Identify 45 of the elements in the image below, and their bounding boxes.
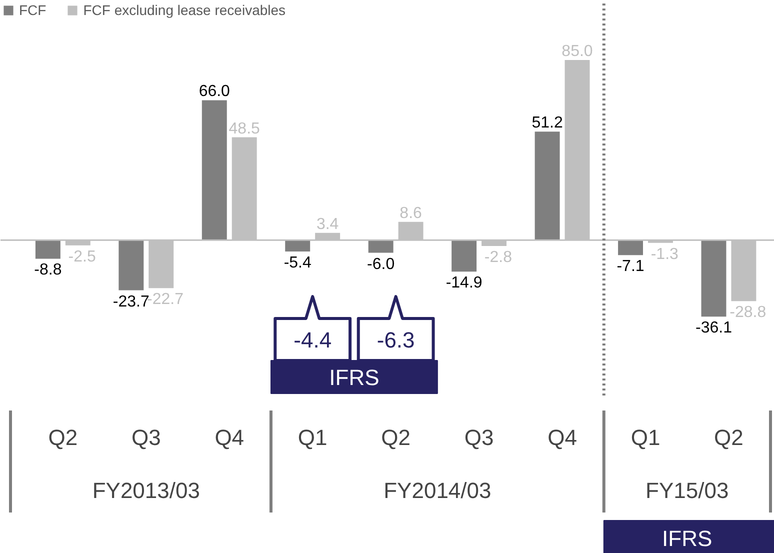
bar xyxy=(35,240,60,259)
text: IFRS xyxy=(329,365,380,390)
data-label: -2.8 xyxy=(484,249,512,266)
bar xyxy=(452,240,477,272)
x-tick-label: Q2 xyxy=(714,425,744,450)
legend-label: FCF excluding lease receivables xyxy=(83,2,286,18)
data-label: -7.1 xyxy=(616,258,644,276)
x-tick-label: Q2 xyxy=(48,425,78,450)
text: FY2014/03 xyxy=(384,478,492,503)
bar xyxy=(618,240,644,256)
bar xyxy=(118,240,144,290)
text: FY2013/03 xyxy=(92,478,200,503)
text: -6.3 xyxy=(376,328,415,352)
data-label: -8.8 xyxy=(34,262,62,279)
x-tick-label: Q3 xyxy=(131,425,161,450)
x-tick-label: Q2 xyxy=(381,425,411,450)
x-tick-label: Q1 xyxy=(630,425,660,450)
data-label: -28.8 xyxy=(730,304,766,322)
data-label: 51.2 xyxy=(532,114,563,132)
text: IFRS xyxy=(662,526,712,551)
text: -4.4 xyxy=(294,328,332,352)
x-tick-label: Q1 xyxy=(298,425,328,450)
bar xyxy=(368,240,394,253)
data-label: -23.7 xyxy=(112,293,150,310)
data-label: -5.4 xyxy=(284,254,312,272)
x-tick-label: Q4 xyxy=(548,425,577,450)
data-label: -2.5 xyxy=(68,248,96,266)
data-label: -6.0 xyxy=(367,256,395,273)
bar xyxy=(534,132,560,240)
x-tick-label: Q3 xyxy=(464,425,494,450)
data-label: -14.9 xyxy=(446,274,482,292)
data-label: 3.4 xyxy=(316,216,339,233)
bar xyxy=(285,240,310,252)
bar xyxy=(202,100,227,240)
bar xyxy=(701,240,726,317)
data-label: -36.1 xyxy=(696,320,732,337)
x-tick-label: Q4 xyxy=(214,425,244,450)
legend-label: FCF xyxy=(19,2,46,18)
data-label: 8.6 xyxy=(400,204,422,222)
text: FY15/03 xyxy=(646,478,729,503)
data-label: 85.0 xyxy=(562,42,593,60)
data-label: 48.5 xyxy=(228,120,260,138)
data-label: -1.3 xyxy=(650,246,679,263)
data-label: -22.7 xyxy=(147,291,184,308)
data-label: 66.0 xyxy=(198,83,230,100)
